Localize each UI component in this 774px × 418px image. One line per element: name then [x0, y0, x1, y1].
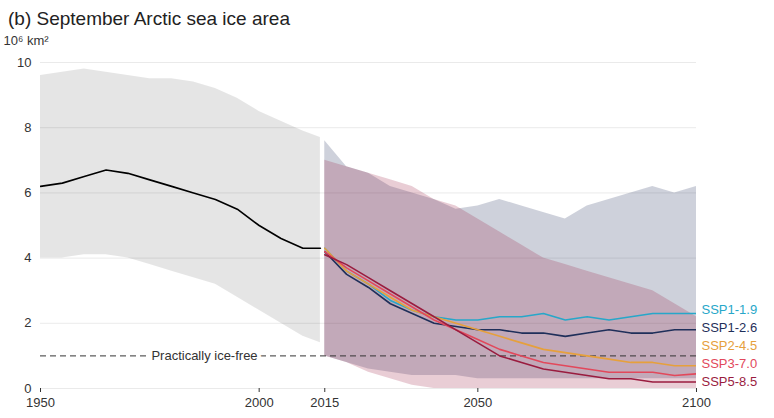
svg-text:6: 6	[24, 185, 31, 200]
svg-text:2000: 2000	[245, 395, 274, 410]
svg-text:10: 10	[17, 55, 31, 70]
svg-text:2: 2	[24, 315, 31, 330]
svg-text:2015: 2015	[310, 395, 339, 410]
svg-text:SSP3-7.0: SSP3-7.0	[702, 356, 758, 371]
svg-text:1950: 1950	[26, 395, 55, 410]
svg-text:2050: 2050	[463, 395, 492, 410]
svg-text:10⁶ km²: 10⁶ km²	[4, 33, 50, 48]
svg-text:SSP5-8.5: SSP5-8.5	[702, 374, 758, 389]
svg-text:8: 8	[24, 120, 31, 135]
svg-text:2100: 2100	[682, 395, 711, 410]
svg-text:SSP2-4.5: SSP2-4.5	[702, 338, 758, 353]
svg-text:SSP1-1.9: SSP1-1.9	[702, 302, 758, 317]
svg-text:SSP1-2.6: SSP1-2.6	[702, 320, 758, 335]
svg-text:0: 0	[24, 381, 31, 396]
svg-text:4: 4	[24, 250, 31, 265]
html-text:(b) September Arctic sea ice a: (b) September Arctic sea ice area	[8, 8, 290, 29]
svg-text:Practically ice-free: Practically ice-free	[151, 348, 257, 363]
